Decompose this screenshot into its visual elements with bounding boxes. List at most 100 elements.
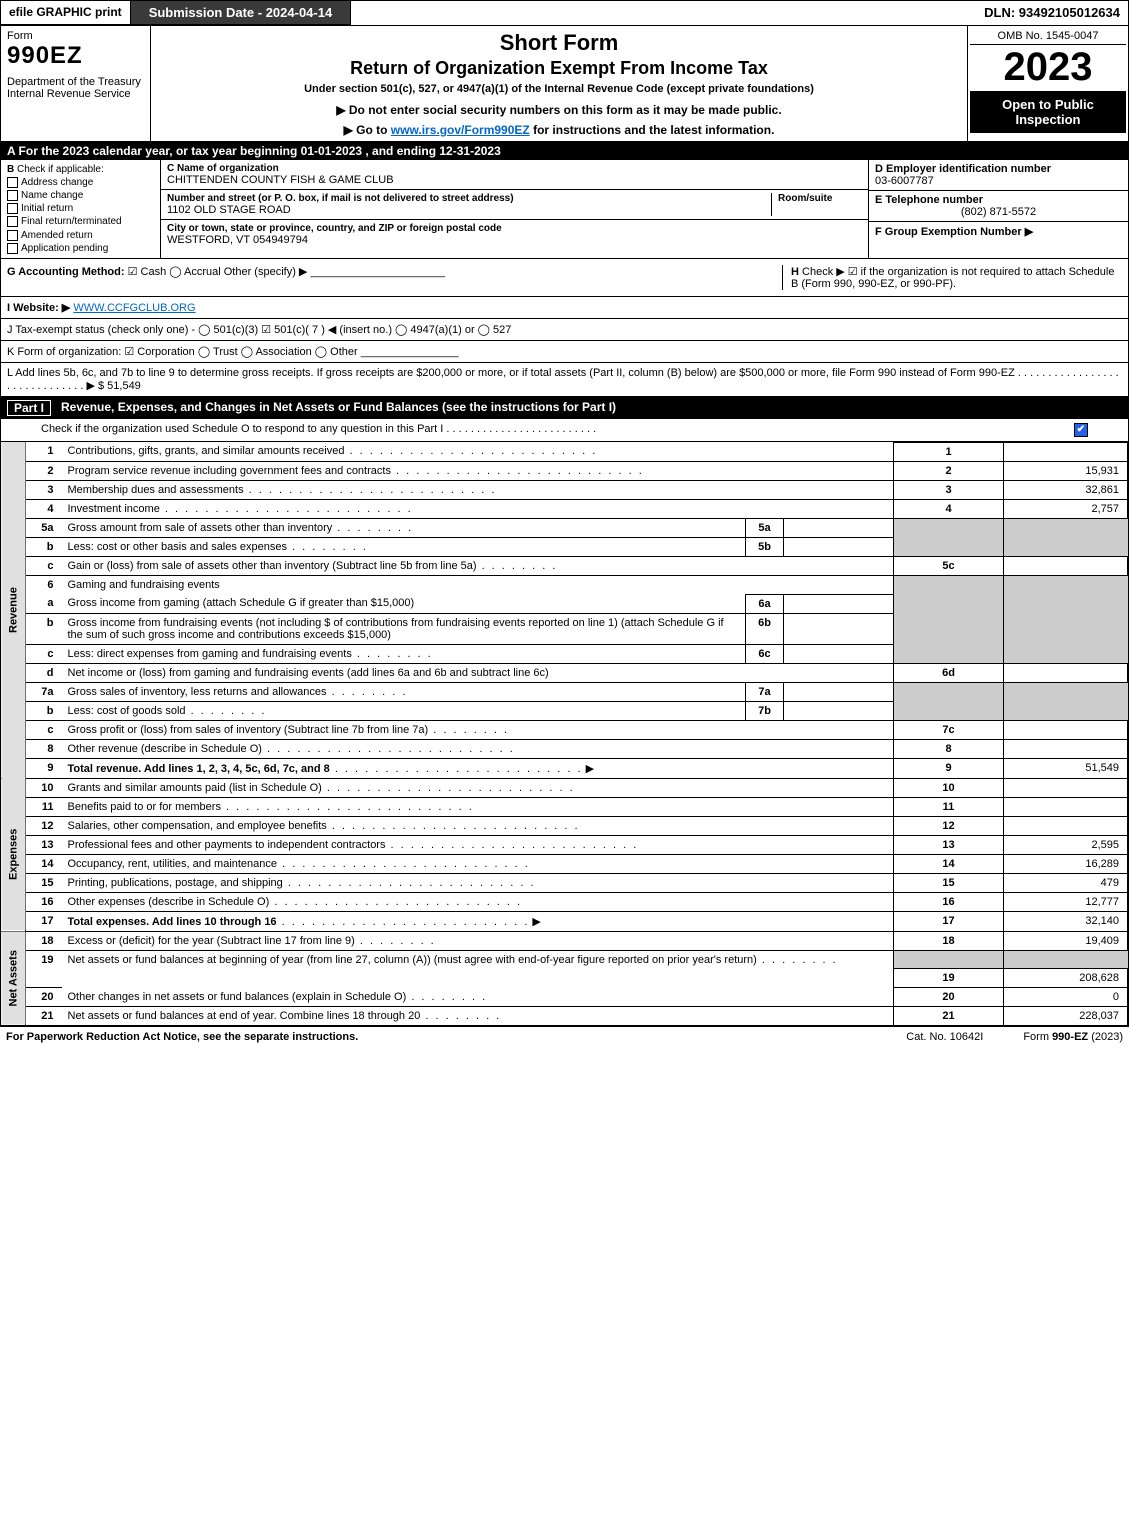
line-19-no-cont (26, 969, 62, 988)
line-6c-no: c (26, 644, 62, 663)
expenses-side-label: Expenses (1, 778, 26, 931)
line-5b-no: b (26, 537, 62, 556)
line-17-rno: 17 (894, 911, 1004, 931)
catalog-number: Cat. No. 10642I (866, 1031, 1023, 1043)
instructions-link-row: ▶ Go to www.irs.gov/Form990EZ for instru… (157, 123, 961, 137)
line-9-amt: 51,549 (1004, 758, 1128, 778)
line-1-amt (1004, 442, 1128, 461)
line-14-amt: 16,289 (1004, 854, 1128, 873)
l-text: L Add lines 5b, 6c, and 7b to line 9 to … (7, 367, 1119, 392)
line-7b-subval (784, 701, 894, 720)
shade-cell (1004, 950, 1128, 969)
phone-label: E Telephone number (875, 194, 1122, 206)
submission-date: Submission Date - 2024-04-14 (131, 1, 352, 25)
line-7c-desc: Gross profit or (loss) from sales of inv… (68, 724, 510, 736)
g-options: ☑ Cash ◯ Accrual Other (specify) ▶ (128, 266, 308, 278)
line-16-desc: Other expenses (describe in Schedule O) (68, 896, 523, 908)
line-11-no: 11 (26, 797, 62, 816)
line-18-amt: 19,409 (1004, 931, 1128, 950)
shade-cell (894, 950, 1004, 969)
form-label: Form (7, 30, 144, 42)
irs-link[interactable]: www.irs.gov/Form990EZ (391, 123, 530, 137)
line-11-desc: Benefits paid to or for members (68, 801, 474, 813)
part-i-label: Part I (7, 400, 51, 416)
link-suffix: for instructions and the latest informat… (530, 123, 775, 137)
ein-label: D Employer identification number (875, 163, 1122, 175)
city-label: City or town, state or province, country… (167, 223, 862, 234)
line-18-rno: 18 (894, 931, 1004, 950)
chk-application-pending[interactable]: Application pending (7, 243, 154, 254)
line-5a-subval (784, 518, 894, 537)
schedule-table: Revenue 1 Contributions, gifts, grants, … (1, 442, 1128, 1027)
scheduleo-checkbox[interactable]: ✔ (1074, 423, 1088, 437)
chk-address-change[interactable]: Address change (7, 177, 154, 188)
department-label: Department of the Treasury Internal Reve… (7, 76, 144, 100)
line-7b-sub: 7b (746, 701, 784, 720)
group-exemption-label: F Group Exemption Number ▶ (875, 226, 1033, 238)
chk-name-change[interactable]: Name change (7, 190, 154, 201)
line-5c-desc: Gain or (loss) from sale of assets other… (68, 560, 558, 572)
line-5b-sub: 5b (746, 537, 784, 556)
omb-number: OMB No. 1545-0047 (970, 28, 1126, 45)
header-left: Form 990EZ Department of the Treasury In… (1, 26, 151, 141)
line-6d-rno: 6d (894, 663, 1004, 682)
line-16-rno: 16 (894, 892, 1004, 911)
row-k-org-form: K Form of organization: ☑ Corporation ◯ … (1, 341, 1128, 363)
c-name-label: C Name of organization (167, 163, 862, 174)
line-2-no: 2 (26, 461, 62, 480)
l-value: 51,549 (107, 380, 141, 392)
chk-final-return[interactable]: Final return/terminated (7, 216, 154, 227)
city-value: WESTFORD, VT 054949794 (167, 234, 862, 246)
efile-print-button[interactable]: efile GRAPHIC print (1, 1, 131, 25)
line-15-rno: 15 (894, 873, 1004, 892)
line-19-no: 19 (26, 950, 62, 969)
line-6c-subval (784, 644, 894, 663)
line-6a-desc: Gross income from gaming (attach Schedul… (62, 594, 746, 613)
line-13-desc: Professional fees and other payments to … (68, 839, 639, 851)
line-1-desc: Contributions, gifts, grants, and simila… (68, 445, 598, 457)
line-13-no: 13 (26, 835, 62, 854)
line-9-desc: Total revenue. Add lines 1, 2, 3, 4, 5c,… (68, 763, 330, 775)
org-name: CHITTENDEN COUNTY FISH & GAME CLUB (167, 174, 862, 186)
line-19-amt: 208,628 (1004, 969, 1128, 988)
line-6b-sub: 6b (746, 613, 784, 644)
line-6b-no: b (26, 613, 62, 644)
line-5b-desc: Less: cost or other basis and sales expe… (68, 541, 368, 553)
line-8-rno: 8 (894, 739, 1004, 758)
line-6-no: 6 (26, 575, 62, 594)
entity-block: B Check if applicable: Address change Na… (1, 160, 1128, 259)
part-i-title: Revenue, Expenses, and Changes in Net As… (61, 400, 616, 416)
address-value: 1102 OLD STAGE ROAD (167, 204, 765, 216)
line-6-desc: Gaming and fundraising events (62, 575, 894, 594)
line-2-rno: 2 (894, 461, 1004, 480)
line-20-amt: 0 (1004, 988, 1128, 1007)
line-7c-rno: 7c (894, 720, 1004, 739)
line-15-no: 15 (26, 873, 62, 892)
line-16-amt: 12,777 (1004, 892, 1128, 911)
website-link[interactable]: WWW.CCFGCLUB.ORG (73, 302, 195, 314)
chk-initial-return[interactable]: Initial return (7, 203, 154, 214)
line-6d-amt (1004, 663, 1128, 682)
public-inspection-badge: Open to Public Inspection (970, 91, 1126, 133)
line-7c-no: c (26, 720, 62, 739)
line-1-rno: 1 (894, 442, 1004, 461)
line-18-desc: Excess or (deficit) for the year (Subtra… (68, 935, 355, 947)
line-4-amt: 2,757 (1004, 499, 1128, 518)
line-3-rno: 3 (894, 480, 1004, 499)
line-11-amt (1004, 797, 1128, 816)
header-center: Short Form Return of Organization Exempt… (151, 26, 968, 141)
part-i-scheduleo-check: Check if the organization used Schedule … (1, 419, 1128, 442)
line-6c-desc: Less: direct expenses from gaming and fu… (68, 648, 433, 660)
line-3-amt: 32,861 (1004, 480, 1128, 499)
line-20-no: 20 (26, 988, 62, 1007)
subtitle: Under section 501(c), 527, or 4947(a)(1)… (157, 83, 961, 95)
chk-amended-return[interactable]: Amended return (7, 230, 154, 241)
top-bar: efile GRAPHIC print Submission Date - 20… (1, 1, 1128, 26)
line-21-desc: Net assets or fund balances at end of ye… (68, 1010, 421, 1022)
line-19-desc: Net assets or fund balances at beginning… (68, 954, 757, 966)
shade-cell (1004, 682, 1128, 720)
line-9-rno: 9 (894, 758, 1004, 778)
line-7c-amt (1004, 720, 1128, 739)
line-11-rno: 11 (894, 797, 1004, 816)
line-1-no: 1 (26, 442, 62, 461)
